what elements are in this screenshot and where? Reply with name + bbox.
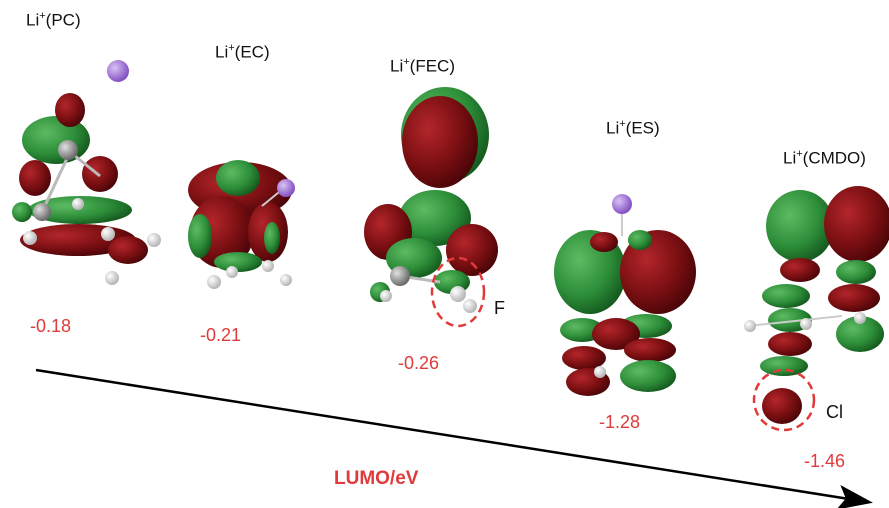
molecule-pc [12, 60, 161, 285]
chlorine-tag: Cl [826, 402, 843, 422]
hydrogen-atom [72, 198, 84, 210]
hydrogen-atom [262, 260, 274, 272]
axis-label: LUMO/eV [334, 468, 419, 489]
lumo-value-fec: -0.26 [398, 353, 440, 373]
molecule-cmdo [744, 186, 889, 432]
label-fec: Li+(FEC) [390, 56, 455, 76]
hydrogen-atom [105, 271, 119, 285]
hydrogen-atom [594, 366, 606, 378]
label-ec: Li+(EC) [215, 42, 270, 62]
orbital-lobe [446, 224, 498, 276]
molecule-fec [364, 87, 498, 328]
lithium-atom [612, 194, 632, 214]
orbital-lobe [399, 190, 471, 246]
orbital-lobe [766, 190, 834, 262]
hydrogen-atom [23, 231, 37, 245]
hydrogen-atom [463, 299, 477, 313]
lumo-value-es: -1.28 [599, 412, 641, 432]
orbital-lobe [624, 338, 676, 362]
orbital-lobe [28, 196, 132, 224]
orbital-lobe [82, 156, 118, 192]
orbital-lobe [216, 160, 260, 196]
hydrogen-atom [744, 320, 756, 332]
orbital-lobe [780, 258, 820, 282]
label-cmdo: Li+(CMDO) [783, 148, 866, 168]
orbital-lobe [402, 96, 478, 188]
orbital-lobe [108, 236, 148, 264]
lithium-atom [107, 60, 129, 82]
hydrogen-atom [207, 275, 221, 289]
orbital-lobe [214, 252, 262, 272]
orbital-lobe [828, 284, 880, 312]
hydrogen-atom [101, 227, 115, 241]
lumo-value-ec: -0.21 [200, 325, 242, 345]
orbital-lobe [55, 93, 85, 127]
orbital-lobe [620, 360, 676, 392]
lumo-value-pc: -0.18 [30, 316, 72, 336]
orbital-lobe [620, 230, 696, 314]
molecule-ec [188, 160, 295, 289]
hydrogen-atom [800, 318, 812, 330]
orbital-lobe [188, 214, 212, 258]
orbital-lobe [824, 186, 889, 262]
orbital-lobe [12, 202, 32, 222]
hydrogen-atom [854, 312, 866, 324]
orbital-lobe [592, 318, 640, 350]
carbon-atom [390, 266, 410, 286]
orbital-lobe [836, 260, 876, 284]
molecule-es [554, 194, 696, 396]
chlorine-highlight-circle [752, 368, 816, 432]
orbital-lobe [836, 316, 884, 352]
orbital-lobe [760, 356, 808, 376]
hydrogen-atom [380, 290, 392, 302]
fluorine-atom [450, 286, 466, 302]
lithium-atom [277, 179, 295, 197]
orbital-lobe [628, 230, 652, 250]
orbital-lobe [768, 332, 812, 356]
carbon-atom [58, 140, 78, 160]
fluorine-tag: F [494, 298, 505, 318]
orbital-lobe [762, 284, 810, 308]
label-es: Li+(ES) [606, 118, 660, 138]
fluorine-highlight-circle [430, 256, 486, 328]
hydrogen-atom [280, 274, 292, 286]
hydrogen-atom [226, 266, 238, 278]
trend-arrow [35, 368, 873, 508]
carbon-atom [33, 203, 51, 221]
orbital-lobe [19, 160, 51, 196]
orbital-lobe [22, 116, 90, 164]
orbital-lobe [590, 232, 618, 252]
lumo-value-cmdo: -1.46 [804, 451, 846, 471]
orbital-lobe [762, 388, 802, 424]
orbital-lobe [264, 222, 280, 254]
orbital-lobe [562, 346, 606, 370]
label-pc: Li+(PC) [26, 10, 81, 30]
hydrogen-atom [147, 233, 161, 247]
